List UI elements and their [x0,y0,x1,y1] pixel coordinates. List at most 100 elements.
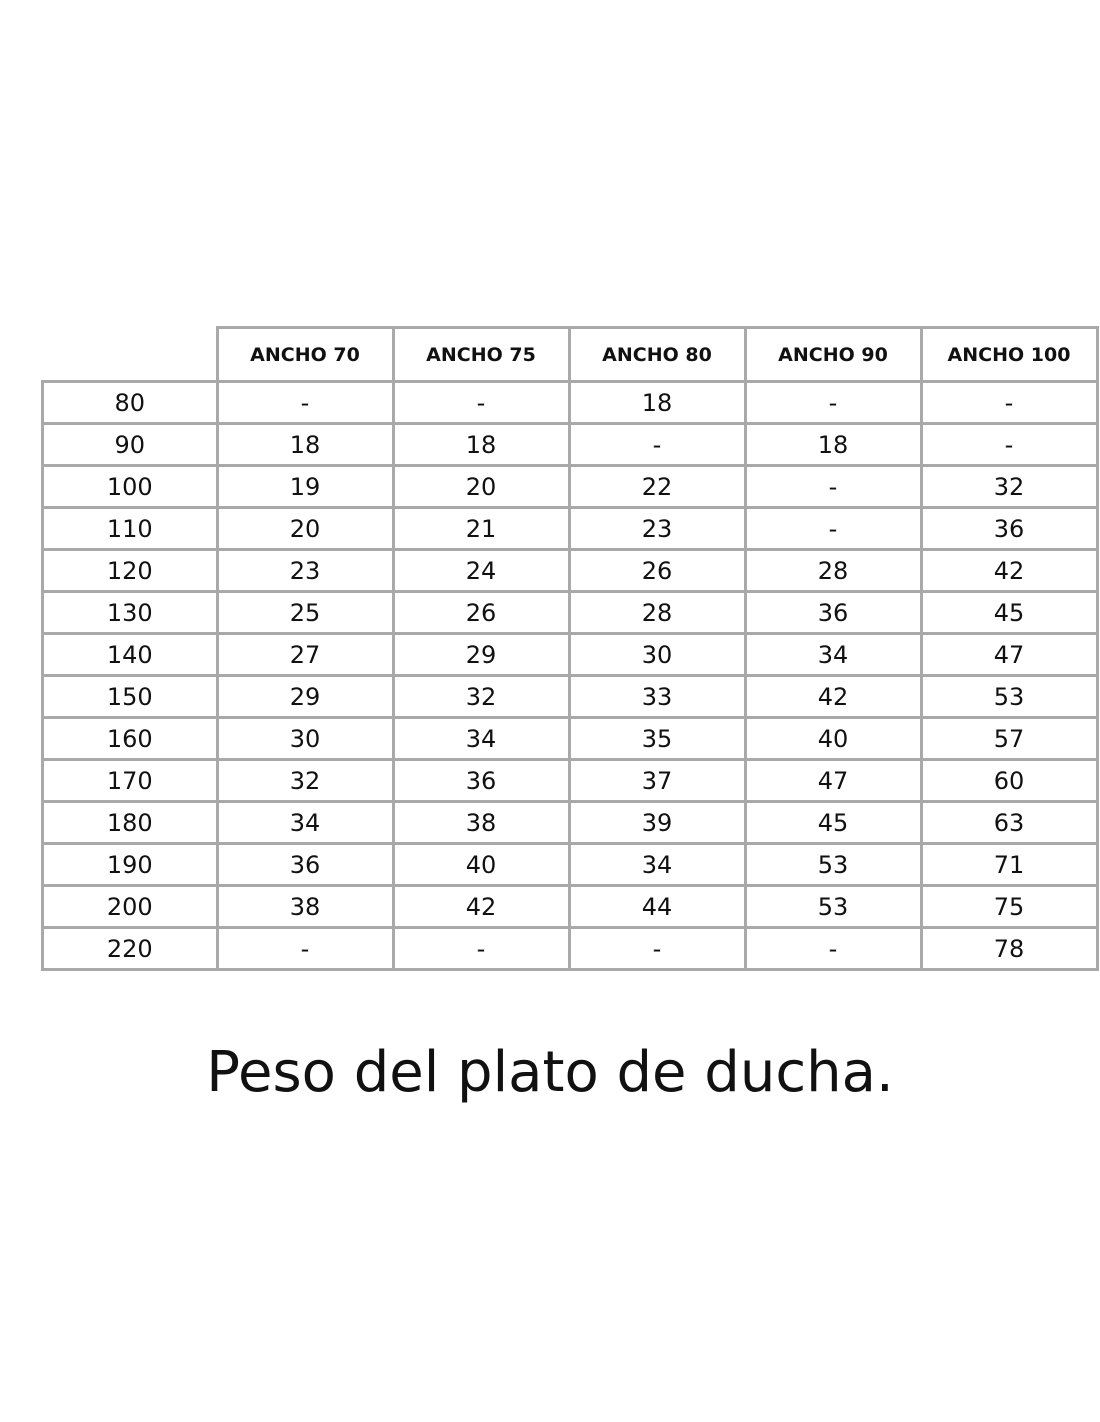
table-cell: 36 [743,590,923,635]
column-header: ANCHO 70 [215,326,395,383]
table-cell: 18 [743,422,923,467]
row-header: 130 [41,590,219,635]
row-header: 200 [41,884,219,929]
table-cell: 27 [215,632,395,677]
table-row: 100 19 20 22-32 [41,464,1099,509]
table-cell: 60 [919,758,1099,803]
row-header: 100 [41,464,219,509]
table-cell: 38 [215,884,395,929]
table-cell: 34 [215,800,395,845]
table-row: 80- -18- - [41,380,1099,425]
table-cell: - [743,506,923,551]
table-row: 150 29 32 33 42 53 [41,674,1099,719]
table-cell: 30 [215,716,395,761]
table-cell: 71 [919,842,1099,887]
table-row: 90 18 18-18- [41,422,1099,467]
row-header: 80 [41,380,219,425]
table-cell: 29 [215,674,395,719]
row-header: 170 [41,758,219,803]
table-cell: 35 [567,716,747,761]
table-cell: 34 [567,842,747,887]
table-cell: 33 [567,674,747,719]
table-cell: 21 [391,506,571,551]
table-cell: - [215,926,395,971]
row-header: 120 [41,548,219,593]
caption: Peso del plato de ducha. [206,1040,894,1105]
column-header: ANCHO 100 [919,326,1099,383]
table-cell: 24 [391,548,571,593]
row-header: 180 [41,800,219,845]
corner-cell [42,327,219,383]
table-cell: - [919,380,1099,425]
table-cell: 36 [215,842,395,887]
table-cell: - [743,464,923,509]
table-cell: 40 [743,716,923,761]
weight-table: ANCHO 70 ANCHO 75 ANCHO 80 ANCHO 90 ANCHO 10… [41,326,1099,971]
table-cell: 53 [919,674,1099,719]
table-row: 200 38 42 44 53 75 [41,884,1099,929]
table-cell: 32 [919,464,1099,509]
table-row: 170 32 36 37 47 60 [41,758,1099,803]
table-cell: 25 [215,590,395,635]
row-header: 90 [41,422,219,467]
table-cell: - [391,380,571,425]
table-cell: 23 [567,506,747,551]
table-cell: - [743,926,923,971]
table-cell: 34 [743,632,923,677]
table-row: 160 30 34 35 40 57 [41,716,1099,761]
table-cell: 26 [391,590,571,635]
row-header: 150 [41,674,219,719]
table-cell: 29 [391,632,571,677]
table-cell: 78 [919,926,1099,971]
table-cell: 45 [919,590,1099,635]
row-header: 110 [41,506,219,551]
table-row: 190 36 40 34 53 71 [41,842,1099,887]
table-row: 220- - - -78 [41,926,1099,971]
table-cell: 53 [743,842,923,887]
table-row: 130 25 26 28 36 45 [41,590,1099,635]
table-cell: - [743,380,923,425]
table-cell: 42 [743,674,923,719]
table-cell: - [567,926,747,971]
table-body: 80- -18- -90 18 18-18-100 19 20 22-32 110 20 21 23-… [41,380,1099,971]
row-header: 160 [41,716,219,761]
table-cell: 30 [567,632,747,677]
table-cell: 53 [743,884,923,929]
table-cell: 44 [567,884,747,929]
table-cell: 32 [391,674,571,719]
table-cell: 75 [919,884,1099,929]
table-cell: 39 [567,800,747,845]
table-cell: 23 [215,548,395,593]
table-cell: 28 [567,590,747,635]
table-cell: 18 [215,422,395,467]
table-cell: 47 [919,632,1099,677]
table-cell: 37 [567,758,747,803]
column-header: ANCHO 75 [391,326,571,383]
table-cell: 32 [215,758,395,803]
row-header: 140 [41,632,219,677]
row-header: 190 [41,842,219,887]
table-cell: 42 [391,884,571,929]
table-cell: 28 [743,548,923,593]
table-row: 110 20 21 23-36 [41,506,1099,551]
table-cell: 42 [919,548,1099,593]
table-cell: 36 [919,506,1099,551]
table-cell: 47 [743,758,923,803]
table-cell: - [391,926,571,971]
table-cell: 45 [743,800,923,845]
table-row: 180 34 38 39 45 63 [41,800,1099,845]
table-cell: 20 [215,506,395,551]
table-cell: 57 [919,716,1099,761]
row-header: 220 [41,926,219,971]
table-cell: - [567,422,747,467]
table-cell: 19 [215,464,395,509]
table-cell: 40 [391,842,571,887]
table-row: 120 23 24 26 28 42 [41,548,1099,593]
table-cell: 18 [391,422,571,467]
table-cell: 26 [567,548,747,593]
table-cell: 18 [567,380,747,425]
table-row: 140 27 29 30 34 47 [41,632,1099,677]
table-cell: 22 [567,464,747,509]
table-cell: 63 [919,800,1099,845]
table-cell: - [919,422,1099,467]
